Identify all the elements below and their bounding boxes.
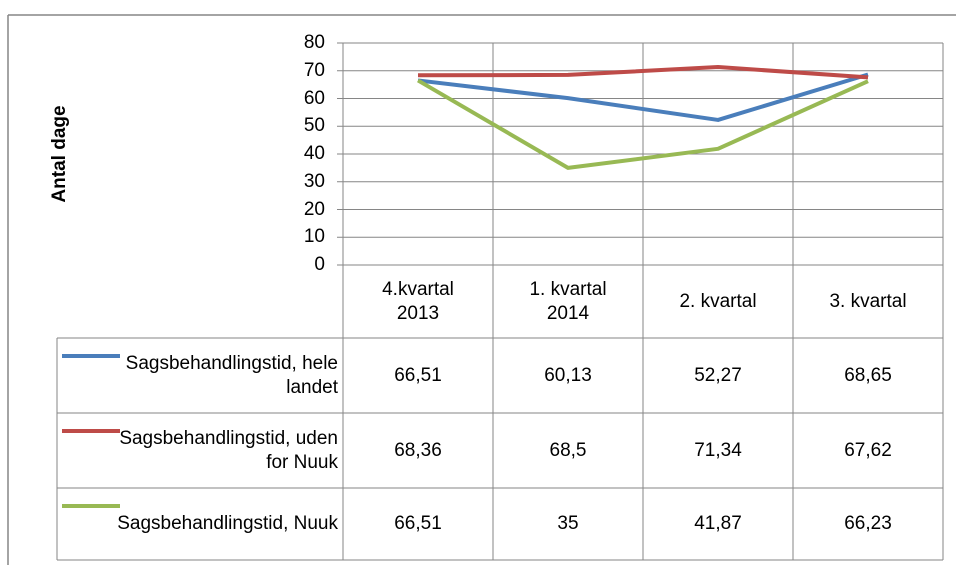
y-axis-label: Antal dage bbox=[49, 105, 70, 203]
table-value: 60,13 bbox=[544, 364, 592, 386]
y-tick-label: 70 bbox=[303, 59, 325, 81]
y-tick-label: 80 bbox=[303, 32, 325, 53]
x-tick-label: 2. kvartal bbox=[679, 290, 757, 312]
y-tick-label: 40 bbox=[303, 143, 325, 164]
table-value: 68,65 bbox=[844, 364, 892, 386]
table-value: 66,51 bbox=[394, 364, 442, 386]
y-tick-label: 50 bbox=[303, 115, 325, 137]
y-tick-label: 30 bbox=[303, 170, 325, 192]
x-tick-label: 1. kvartal 2014 bbox=[529, 278, 607, 324]
table-value: 66,51 bbox=[394, 513, 442, 534]
x-tick-label: 3. kvartal bbox=[829, 290, 907, 312]
y-tick-label: 0 bbox=[314, 254, 325, 275]
series-line bbox=[417, 65, 869, 80]
table-value: 52,27 bbox=[694, 364, 742, 386]
table-value: 68,5 bbox=[549, 439, 587, 461]
table-value: 35 bbox=[557, 513, 579, 534]
table-value: 68,36 bbox=[394, 439, 442, 461]
y-tick-label: 10 bbox=[303, 226, 325, 248]
y-tick-label: 20 bbox=[303, 198, 325, 220]
series-line bbox=[416, 78, 869, 170]
y-tick-label: 60 bbox=[303, 87, 325, 109]
x-tick-label: 4.kvartal 2013 bbox=[382, 278, 454, 324]
legend-entry: Sagsbehandlingstid, hele landet bbox=[125, 352, 338, 398]
table-value: 41,87 bbox=[694, 513, 742, 534]
legend-entry: Sagsbehandlingstid, Nuuk bbox=[117, 513, 338, 534]
table-value: 66,23 bbox=[844, 513, 892, 534]
legend-entry: Sagsbehandlingstid, uden for Nuuk bbox=[119, 427, 338, 473]
series-line bbox=[417, 72, 869, 122]
table-value: 67,62 bbox=[844, 439, 892, 461]
table-value: 71,34 bbox=[694, 439, 742, 461]
